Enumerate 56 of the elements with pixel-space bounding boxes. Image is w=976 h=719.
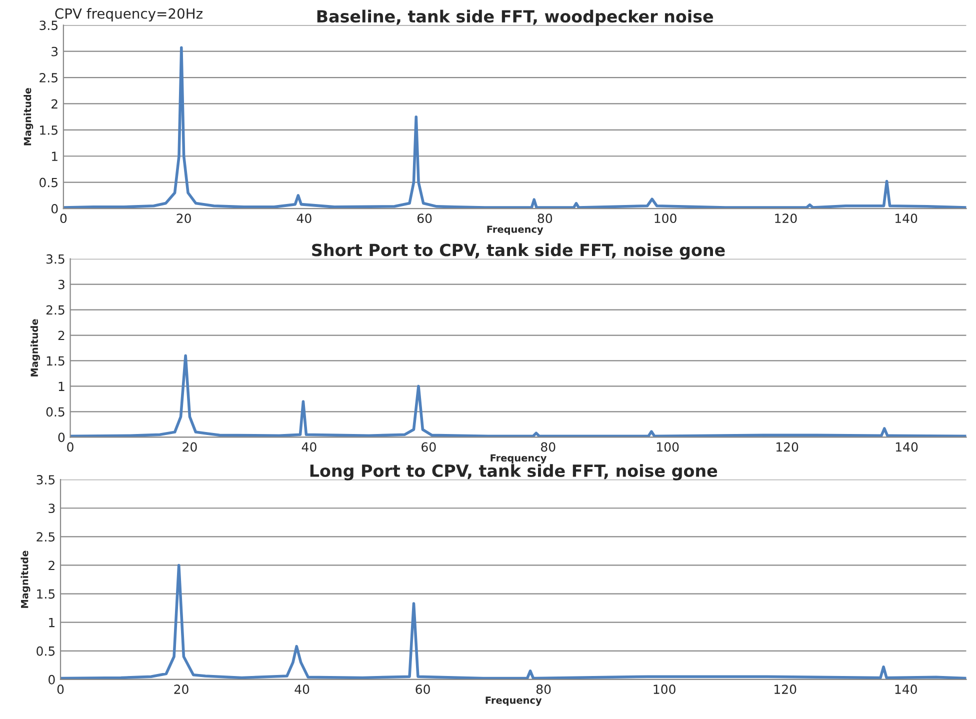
y-tick-label: 3 (48, 504, 55, 514)
chart-title: Short Port to CPV, tank side FFT, noise gone (312, 243, 725, 260)
x-tick-label: 0 (67, 442, 74, 452)
y-tick-label: 2.5 (46, 305, 64, 315)
x-tick-label: 60 (422, 442, 436, 452)
x-tick-label: 100 (654, 214, 676, 224)
x-tick-label: 80 (538, 214, 552, 224)
y-tick-label: 3 (58, 280, 64, 290)
y-tick-label: 2 (52, 99, 58, 108)
chart-title: Baseline, tank side FFT, woodpecker noise (317, 10, 714, 26)
x-tick-label: 140 (895, 214, 918, 224)
x-tick-label: 60 (417, 214, 432, 224)
x-axis-title: Frequency (486, 696, 542, 706)
y-tick-label: 0 (51, 204, 58, 214)
chart-title: Long Port to CPV, tank side FFT, noise gone (310, 464, 718, 480)
y-tick-label: 1.5 (46, 356, 64, 366)
x-tick-label: 60 (416, 684, 430, 694)
y-tick-label: 0.5 (36, 646, 55, 656)
x-tick-label: 140 (895, 684, 917, 694)
x-tick-label: 120 (774, 684, 796, 694)
y-axis-title: Magnitude (30, 319, 40, 376)
y-tick-label: 1.5 (40, 126, 58, 135)
x-tick-label: 20 (176, 214, 191, 224)
y-tick-label: 0 (48, 674, 55, 684)
y-tick-label: 0.5 (46, 407, 64, 417)
x-tick-label: 100 (654, 684, 676, 694)
y-tick-label: 2.5 (36, 532, 55, 542)
x-tick-label: 40 (294, 684, 310, 694)
y-tick-label: 0 (58, 432, 65, 442)
y-tick-label: 1.5 (37, 589, 55, 599)
y-tick-label: 3.5 (36, 475, 55, 484)
x-tick-label: 80 (536, 684, 551, 694)
y-tick-label: 0.5 (40, 178, 58, 188)
x-tick-label: 140 (896, 442, 918, 452)
x-tick-label: 40 (302, 442, 316, 452)
x-tick-label: 100 (657, 442, 679, 452)
y-tick-label: 1 (58, 382, 64, 391)
y-tick-label: 2 (58, 330, 64, 340)
x-tick-label: 80 (541, 442, 556, 452)
x-tick-label: 120 (776, 442, 798, 452)
x-axis-title: Frequency (487, 226, 544, 235)
y-tick-label: 2 (48, 560, 54, 570)
x-tick-label: 120 (775, 214, 797, 224)
y-tick-label: 1 (49, 618, 54, 628)
y-tick-label: 1 (52, 152, 58, 161)
y-tick-label: 2.5 (40, 73, 58, 82)
y-tick-label: 3.5 (46, 254, 64, 264)
x-tick-label: 20 (182, 442, 197, 452)
x-axis-title: Frequency (490, 454, 547, 464)
y-axis-title: Magnitude (24, 88, 34, 146)
y-axis-title: Magnitude (20, 550, 30, 608)
y-tick-label: 3.5 (40, 20, 58, 30)
x-tick-label: 40 (296, 214, 312, 224)
text: CPV frequency=20Hz (55, 8, 202, 22)
x-tick-label: 20 (174, 684, 188, 694)
y-tick-label: 3 (52, 46, 58, 56)
